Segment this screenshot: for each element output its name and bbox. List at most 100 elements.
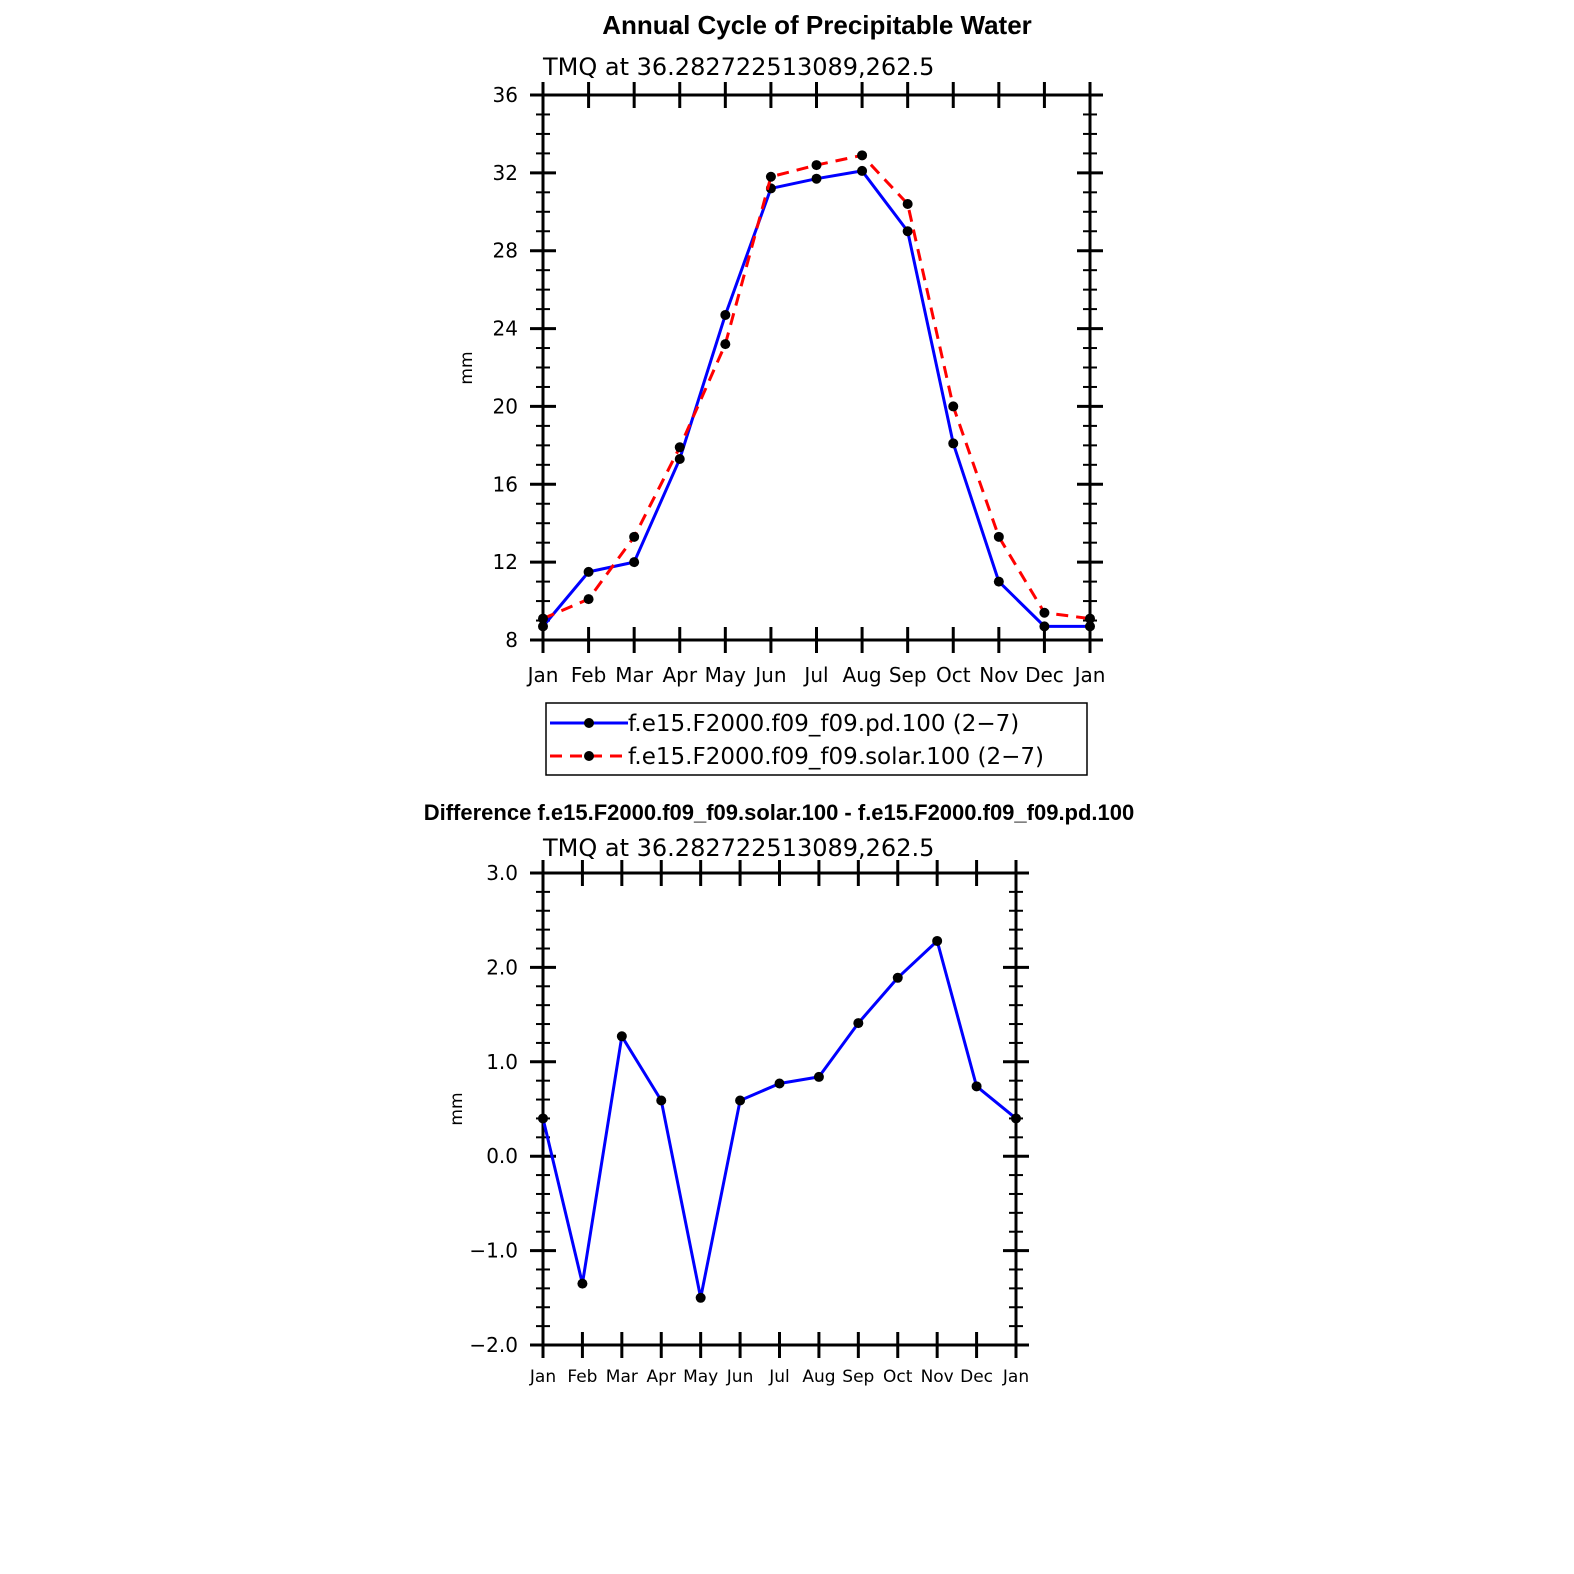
- data-point: [674, 442, 685, 453]
- x-tick-label: Apr: [647, 1367, 676, 1387]
- data-point: [948, 401, 959, 412]
- data-point: [538, 621, 548, 632]
- difference-chart: Difference f.e15.F2000.f09_f09.solar.100…: [424, 800, 1135, 1387]
- legend-box: [545, 702, 1088, 776]
- data-point: [971, 1081, 982, 1092]
- y-tick-label: 1.0: [486, 1050, 518, 1074]
- y-tick-label: 24: [493, 317, 518, 341]
- data-point: [720, 339, 731, 350]
- x-tick-label: Feb: [567, 1367, 597, 1387]
- x-tick-label: Jan: [1073, 663, 1106, 687]
- x-tick-label: Feb: [571, 663, 606, 687]
- x-tick-label: Oct: [936, 663, 971, 687]
- y-axis-label: mm: [457, 351, 477, 384]
- data-point: [993, 531, 1004, 542]
- x-tick-label: Jan: [1002, 1367, 1029, 1387]
- x-tick-label: Dec: [960, 1367, 993, 1387]
- legend-marker-solar: [584, 751, 594, 761]
- x-tick-label: Dec: [1025, 663, 1064, 687]
- y-tick-label: −1.0: [469, 1239, 518, 1263]
- data-point: [656, 1095, 667, 1106]
- difference-axis-ticks: [530, 860, 1029, 1358]
- x-tick-label: Jan: [526, 663, 559, 687]
- data-point: [577, 1278, 588, 1289]
- data-point: [674, 453, 685, 464]
- data-point: [629, 557, 640, 568]
- data-point: [811, 173, 822, 184]
- chart-subtitle: TMQ at 36.282722513089,262.5: [542, 53, 934, 81]
- series-group: [538, 150, 1095, 632]
- data-point: [616, 1031, 627, 1042]
- x-tick-label: Sep: [842, 1367, 874, 1387]
- data-point: [765, 171, 776, 182]
- data-point: [1039, 621, 1050, 632]
- x-tick-label: Jun: [726, 1367, 754, 1387]
- difference-chart-title: Difference f.e15.F2000.f09_f09.solar.100…: [424, 800, 1135, 825]
- y-tick-label: 3.0: [486, 861, 518, 885]
- chart-title: Annual Cycle of Precipitable Water: [602, 10, 1032, 40]
- data-point: [811, 160, 822, 171]
- data-point: [813, 1071, 824, 1082]
- data-point: [853, 1018, 864, 1029]
- difference-chart-subtitle: TMQ at 36.282722513089,262.5: [542, 834, 934, 862]
- y-tick-labels: 8 12 16 20 24 28 32 36: [493, 83, 518, 652]
- x-tick-label: Mar: [615, 663, 654, 687]
- x-tick-label: Apr: [662, 663, 697, 687]
- data-point: [1011, 1113, 1021, 1124]
- data-point: [538, 1113, 548, 1124]
- data-point: [993, 576, 1004, 587]
- annual-cycle-chart: Annual Cycle of Precipitable Water TMQ a…: [457, 10, 1105, 687]
- y-tick-label: 36: [493, 83, 518, 107]
- y-tick-label: 2.0: [486, 955, 518, 979]
- x-tick-labels: Jan Feb Mar Apr May Jun Jul Aug Sep Oct Nov Dec Jan: [526, 663, 1106, 687]
- x-tick-label: Jul: [768, 1367, 790, 1387]
- data-point: [857, 150, 868, 161]
- x-tick-label: Aug: [843, 663, 882, 687]
- data-point: [932, 935, 943, 946]
- y-tick-label: −2.0: [469, 1333, 518, 1357]
- legend-marker-pd: [584, 718, 594, 728]
- data-point: [695, 1292, 706, 1303]
- x-tick-label: Nov: [979, 663, 1018, 687]
- data-point: [720, 309, 731, 320]
- data-point: [1085, 621, 1095, 632]
- x-tick-label: Oct: [883, 1367, 913, 1387]
- data-point: [1039, 607, 1050, 618]
- x-tick-label: Jan: [529, 1367, 556, 1387]
- data-point: [538, 613, 548, 624]
- x-tick-label: Mar: [606, 1367, 638, 1387]
- data-point: [857, 165, 868, 176]
- y-tick-label: 20: [493, 394, 518, 418]
- y-tick-label: 28: [493, 239, 518, 263]
- data-point: [629, 531, 640, 542]
- data-point: [774, 1078, 785, 1089]
- y-tick-label: 0.0: [486, 1144, 518, 1168]
- data-point: [902, 199, 913, 209]
- y-tick-label: 32: [493, 161, 518, 185]
- y-tick-label: 12: [493, 550, 518, 574]
- x-tick-label: Aug: [802, 1367, 835, 1387]
- x-tick-label: May: [705, 663, 747, 687]
- legend: f.e15.F2000.f09_f09.pd.100 (2−7) f.e15.F…: [545, 702, 1088, 776]
- legend-label-solar: f.e15.F2000.f09_f09.solar.100 (2−7): [628, 744, 1044, 770]
- y-tick-label: 16: [493, 472, 518, 496]
- x-tick-label: Jun: [753, 663, 786, 687]
- data-point: [902, 226, 913, 237]
- data-point: [583, 594, 594, 605]
- axis-ticks: [530, 82, 1103, 653]
- x-tick-label: Jul: [802, 663, 828, 687]
- data-point: [1085, 613, 1095, 624]
- legend-label-pd: f.e15.F2000.f09_f09.pd.100 (2−7): [628, 711, 1019, 737]
- data-point: [948, 438, 959, 449]
- difference-series-group: [538, 935, 1021, 1303]
- difference-y-axis-label: mm: [447, 1092, 467, 1125]
- x-tick-label: Nov: [921, 1367, 954, 1387]
- x-tick-label: May: [683, 1367, 718, 1387]
- difference-x-tick-labels: Jan Feb Mar Apr May Jun Jul Aug Sep Oct Nov Dec Jan: [529, 1367, 1029, 1387]
- data-point: [735, 1095, 746, 1106]
- x-tick-label: Sep: [889, 663, 927, 687]
- difference-y-tick-labels: −2.0 −1.0 0.0 1.0 2.0 3.0: [469, 861, 518, 1357]
- data-point: [583, 566, 594, 577]
